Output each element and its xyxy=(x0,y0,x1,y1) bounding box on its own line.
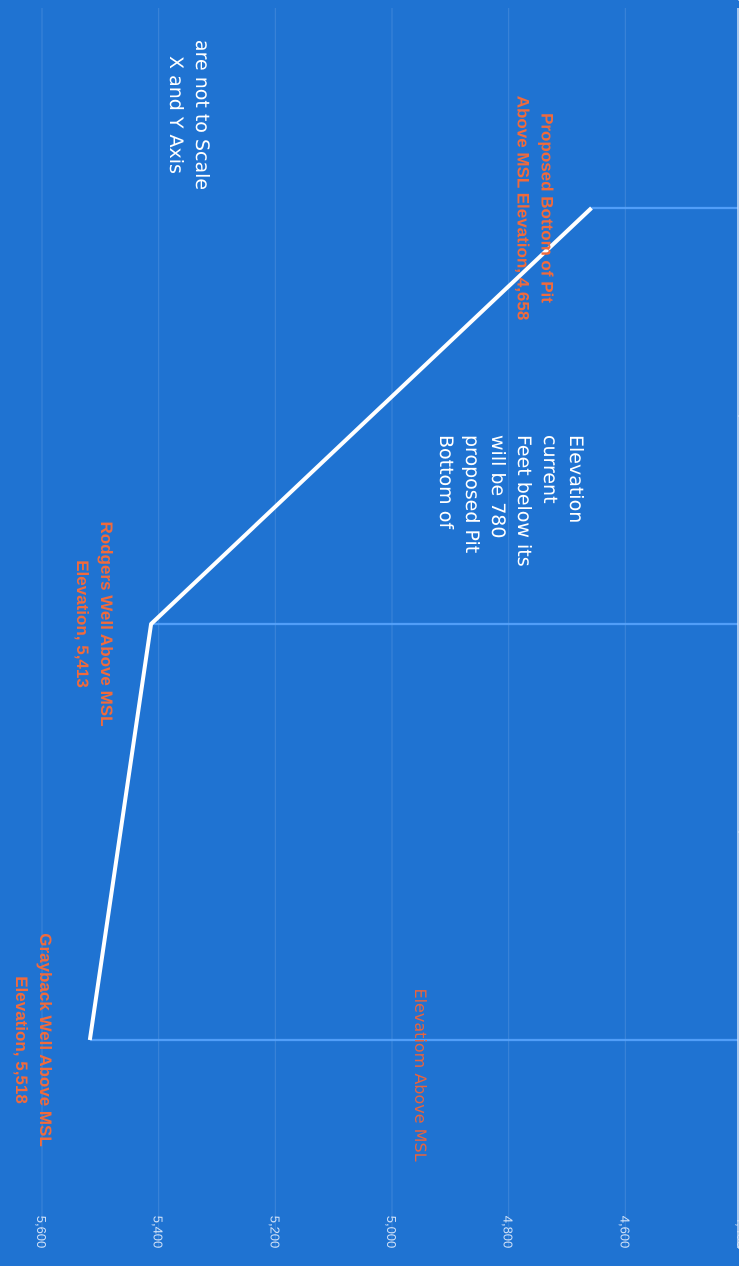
y-tick-label: 4,400 xyxy=(734,1216,739,1249)
drop-lines xyxy=(89,206,738,1042)
grid-lines xyxy=(41,8,626,1248)
y-tick-label: 5,000 xyxy=(384,1216,399,1249)
y-tick-labels: 4,400 4,600 4,800 5,000 5,200 5,400 5,600 xyxy=(34,1216,739,1249)
data-label: Elevation, 5,518 xyxy=(12,976,31,1104)
annotation-text: Feet below its xyxy=(513,435,535,567)
y-tick-label: 4,600 xyxy=(617,1216,632,1249)
data-label: Above MSL Elevation, 4,658 xyxy=(514,96,533,321)
data-label: Rodgers Well Above MSL xyxy=(97,522,116,727)
annotations: X and Y Axis are not to Scale Bottom of pro… xyxy=(165,40,587,567)
y-tick-label: 5,600 xyxy=(34,1216,49,1249)
annotation-text: will be 780 xyxy=(487,435,509,538)
data-label: Elevation, 5,413 xyxy=(73,560,92,688)
annotation-text: are not to Scale xyxy=(191,40,213,190)
annotation-text: current xyxy=(539,435,561,504)
y-tick-label: 5,400 xyxy=(151,1216,166,1249)
category-axis xyxy=(737,0,739,1249)
y-tick-label: 5,200 xyxy=(267,1216,282,1249)
annotation-text: proposed Pit xyxy=(461,435,483,553)
y-axis-title: Elevatiom Above MSL xyxy=(411,988,430,1161)
annotation-text: Elevation xyxy=(565,435,587,523)
data-label: Grayback Well Above MSL xyxy=(36,933,55,1147)
data-label: Proposed Bottom of Pit xyxy=(538,113,557,303)
annotation-text: Bottom of xyxy=(435,435,457,530)
annotation-text: X and Y Axis xyxy=(165,56,187,174)
y-tick-label: 4,800 xyxy=(501,1216,516,1249)
series-line xyxy=(87,206,593,1041)
point-labels: Grayback Well Above MSL Elevation, 5,518 R… xyxy=(12,96,557,1147)
